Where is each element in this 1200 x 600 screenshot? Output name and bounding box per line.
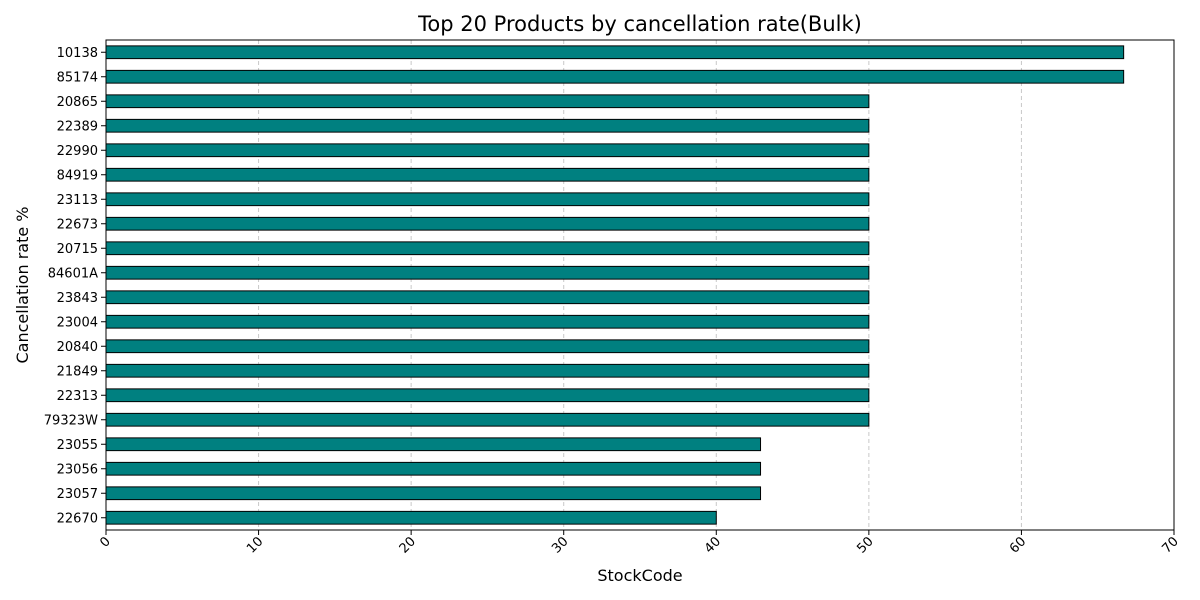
bar-10138 xyxy=(105,45,1125,60)
bar-21849 xyxy=(105,363,870,378)
bar-22990 xyxy=(105,143,870,158)
x-axis-title: StockCode xyxy=(597,566,682,585)
y-tick-label: 22313 xyxy=(57,389,98,404)
x-tick-label: 20 xyxy=(397,534,419,556)
y-tick-label: 22389 xyxy=(57,119,98,134)
y-tick-label: 23057 xyxy=(57,487,98,502)
bar-20865 xyxy=(105,94,870,109)
bar-23057 xyxy=(105,486,762,501)
x-tick-label: 70 xyxy=(1160,534,1182,556)
bar-85174 xyxy=(105,69,1125,84)
bar-23004 xyxy=(105,314,870,329)
y-tick-label: 20840 xyxy=(57,340,98,355)
bar-79323W xyxy=(105,412,870,427)
bar-22313 xyxy=(105,388,870,403)
bar-84919 xyxy=(105,167,870,182)
bar-23056 xyxy=(105,461,762,476)
x-tick-labels: 0 10 20 30 40 50 60 70 xyxy=(97,530,1182,557)
bar-20840 xyxy=(105,339,870,354)
bar-84601A xyxy=(105,265,870,280)
y-tick-label: 23843 xyxy=(57,291,98,306)
bar-22389 xyxy=(105,118,870,133)
bars xyxy=(105,45,1125,525)
bar-20715 xyxy=(105,241,870,256)
y-tick-label: 85174 xyxy=(57,70,98,85)
x-tick-label: 50 xyxy=(854,534,876,556)
bar-23055 xyxy=(105,437,762,452)
plot-frame xyxy=(105,39,1175,531)
y-tick-label: 22670 xyxy=(57,511,98,526)
bar-23113 xyxy=(105,192,870,207)
bar-22670 xyxy=(105,510,717,525)
grid-lines xyxy=(258,40,1022,530)
x-tick-label: 0 xyxy=(97,534,113,550)
y-tick-label: 23113 xyxy=(57,193,98,208)
bar-22673 xyxy=(105,216,870,231)
y-tick-label: 10138 xyxy=(57,46,98,61)
x-tick-label: 10 xyxy=(244,534,266,556)
y-tick-label: 23055 xyxy=(57,438,98,453)
x-tick-label: 60 xyxy=(1007,534,1029,556)
x-tick-label: 30 xyxy=(549,534,571,556)
y-tick-label: 21849 xyxy=(57,364,98,379)
y-tick-label: 23056 xyxy=(57,462,98,477)
y-tick-label: 84601A xyxy=(48,266,98,281)
y-tick-label: 79323W xyxy=(44,413,98,428)
y-tick-label: 20865 xyxy=(57,95,98,110)
y-tick-label: 23004 xyxy=(57,315,98,330)
bar-23843 xyxy=(105,290,870,305)
chart-title: Top 20 Products by cancellation rate(Bul… xyxy=(417,12,862,36)
y-tick-label: 22990 xyxy=(57,144,98,159)
y-tick-label: 84919 xyxy=(57,168,98,183)
y-tick-labels: 10138 85174 20865 22389 22990 84919 23113 22673… xyxy=(44,46,106,526)
y-axis-title: Cancellation rate % xyxy=(13,207,32,364)
y-tick-label: 22673 xyxy=(57,217,98,232)
y-tick-label: 20715 xyxy=(57,242,98,257)
x-tick-label: 40 xyxy=(702,534,724,556)
